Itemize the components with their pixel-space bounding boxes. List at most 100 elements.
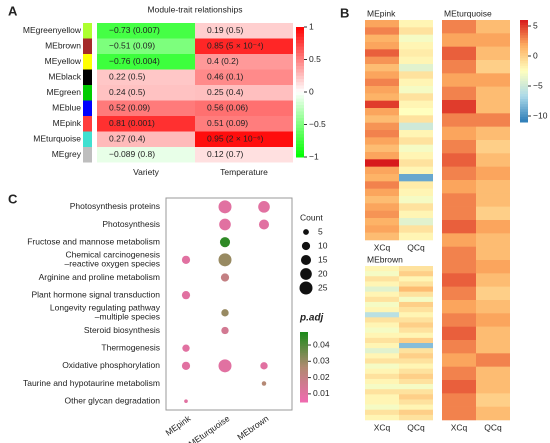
legend-label: 20 xyxy=(318,268,328,278)
strip-cell xyxy=(365,286,399,292)
colorbar-cell xyxy=(520,109,528,113)
strip-cell xyxy=(365,64,399,72)
strip-cell xyxy=(365,152,399,160)
strip-cell xyxy=(442,220,476,234)
strip-cell xyxy=(476,86,510,101)
colorbar-cell xyxy=(296,69,304,73)
strip-cell xyxy=(442,326,476,341)
y-tick-label: Thermogenesis xyxy=(101,342,160,352)
strip-cell xyxy=(365,296,399,303)
dot xyxy=(218,200,232,214)
cell-label: −0.73 (0.007) xyxy=(109,25,160,35)
colorbar-cell xyxy=(300,370,308,373)
strip-cell xyxy=(365,266,399,272)
strip-cell xyxy=(365,343,399,349)
strip-cell xyxy=(442,100,476,114)
strip-cell xyxy=(399,100,433,109)
heat-cell xyxy=(195,85,293,101)
plot-frame xyxy=(165,197,293,411)
heat-cell xyxy=(195,131,293,147)
colorbar-cell xyxy=(520,30,528,34)
heat-cell xyxy=(97,85,195,101)
colorbar-cell xyxy=(520,111,528,115)
strip-cell xyxy=(399,358,433,364)
strip-cell xyxy=(476,380,510,394)
colorbar-cell xyxy=(520,20,528,24)
cell-label: 0.19 (0.5) xyxy=(207,25,244,35)
heat-cell xyxy=(195,23,293,39)
module-swatch xyxy=(83,100,92,116)
y-tick-label: Other glycan degradation xyxy=(65,395,161,405)
colorbar-cell xyxy=(296,108,304,112)
heat-cell xyxy=(97,69,195,85)
colorbar-cell xyxy=(520,116,528,120)
colorbar-cell xyxy=(300,388,308,391)
colorbar-cell xyxy=(296,75,304,80)
colorbar-cell xyxy=(296,27,304,31)
strip-cell xyxy=(476,73,510,87)
colorbar-cell xyxy=(296,33,304,38)
cell-label: 0.24 (0.5) xyxy=(109,87,146,97)
cell-label: 0.12 (0.7) xyxy=(207,149,244,159)
strip-cell xyxy=(399,399,433,405)
strip-column-label: QCq xyxy=(484,422,502,432)
module-swatch xyxy=(83,54,92,70)
strip-cell xyxy=(365,409,399,416)
strip-cell xyxy=(442,233,476,247)
colorbar-cell xyxy=(300,363,308,366)
strip-column-label: QCq xyxy=(407,242,425,252)
dot xyxy=(258,219,270,230)
strip-cell xyxy=(399,78,433,87)
strip-cell xyxy=(399,196,433,204)
colorbar-tick-label: 0.04 xyxy=(313,339,330,349)
strip-cell xyxy=(476,20,510,34)
colorbar-tick-label: 0 xyxy=(533,50,538,60)
strip-cell xyxy=(399,232,433,241)
row-label: MEblue xyxy=(52,103,81,113)
colorbar-cell xyxy=(520,83,528,87)
colorbar-cell xyxy=(520,78,528,82)
strip-cell xyxy=(399,353,433,359)
heat-cell xyxy=(97,147,195,163)
colorbar-cell xyxy=(520,101,528,105)
strip-cell xyxy=(442,366,476,381)
strip-cell xyxy=(476,113,510,127)
colorbar-tick-label: 1 xyxy=(309,21,314,31)
cell-label: −0.089 (0.8) xyxy=(109,149,155,159)
strip-cell xyxy=(365,56,399,65)
colorbar-cell xyxy=(300,391,308,394)
dot xyxy=(260,362,268,370)
colorbar-cell xyxy=(296,66,304,70)
strip-cell xyxy=(365,322,399,328)
y-tick-label: Oxidative phosphorylation xyxy=(62,360,160,370)
strip-cell xyxy=(399,159,433,167)
strip-cell xyxy=(399,389,433,395)
module-swatch xyxy=(83,23,92,39)
strip-cell xyxy=(399,64,433,72)
strip-cell xyxy=(365,181,399,189)
colorbar-cell xyxy=(520,48,528,52)
heat-cell xyxy=(195,116,293,132)
strip-cell xyxy=(399,276,433,282)
colorbar-cell xyxy=(520,93,528,97)
colorbar-tick-label: −10 xyxy=(533,110,548,120)
y-tick-label: Arginine and proline metabolism xyxy=(39,272,160,282)
colorbar-cell xyxy=(296,72,304,77)
y-tick-label: Chemical carcinogenesis xyxy=(66,250,161,260)
colorbar-cell xyxy=(296,134,304,138)
strip-cell xyxy=(399,286,433,292)
colorbar-cell xyxy=(300,332,308,335)
strip-cell xyxy=(476,353,510,367)
strip-cell xyxy=(442,273,476,287)
dot xyxy=(219,237,231,248)
y-tick-label: Fructose and mannose metabolism xyxy=(27,236,160,246)
colorbar-cell xyxy=(520,53,528,57)
colorbar-cell xyxy=(520,96,528,100)
colorbar-cell xyxy=(296,36,304,41)
strip-cell xyxy=(365,203,399,211)
colorbar-cell xyxy=(300,396,308,399)
cell-label: 0.81 (0.001) xyxy=(109,118,155,128)
strip-cell xyxy=(442,206,476,221)
dot xyxy=(181,255,191,264)
strip-cell xyxy=(365,317,399,323)
